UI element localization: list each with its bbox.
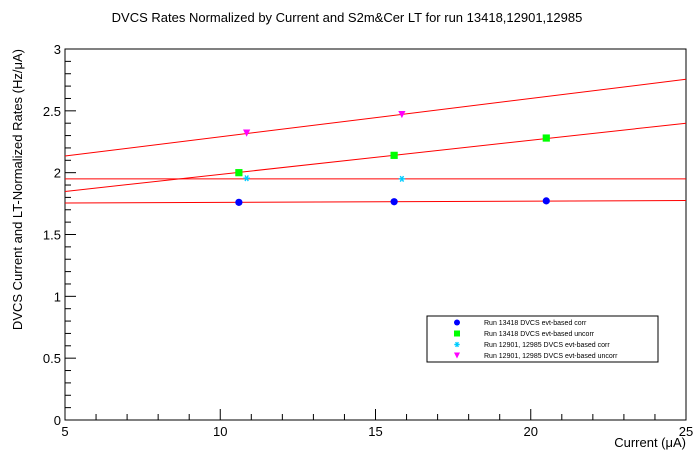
legend-label: Run 13418 DVCS evt-based corr <box>484 320 587 327</box>
axis-ticks <box>64 48 687 421</box>
y-axis-label: DVCS Current and LT-Normalized Rates (Hz… <box>10 49 25 330</box>
y-tick-label: 1.5 <box>43 228 61 243</box>
y-tick-label: 3 <box>54 42 61 57</box>
data-point <box>390 151 398 159</box>
data-point <box>542 197 550 205</box>
fit-lines <box>64 78 687 204</box>
data-point <box>243 129 251 137</box>
plot-frame <box>64 48 687 421</box>
fit-line <box>64 199 687 204</box>
data-point <box>454 341 460 348</box>
data-point <box>542 134 550 142</box>
star-stroke <box>455 341 459 348</box>
y-tick-label: 2.5 <box>43 104 61 119</box>
legend-label: Run 12901, 12985 DVCS evt-based corr <box>484 342 610 349</box>
y-tick-label: 1 <box>54 289 61 304</box>
data-point <box>235 169 243 177</box>
tick-labels: 5 10 15 20 25 0 0.5 1 1.5 2 2.5 3 <box>43 42 693 439</box>
legend: Run 13418 DVCS evt-based corr Run 13418 D… <box>426 315 659 363</box>
x-axis-label: Current (μA) <box>614 435 686 450</box>
data-point <box>243 175 250 182</box>
y-tick-label: 0.5 <box>43 351 61 366</box>
x-tick-label: 15 <box>368 424 382 439</box>
star-stroke <box>399 175 405 183</box>
x-tick-label: 20 <box>524 424 538 439</box>
data-point <box>398 175 406 183</box>
data-point <box>454 319 460 326</box>
y-tick-label: 2 <box>54 166 61 181</box>
legend-box <box>426 315 659 363</box>
fit-line <box>64 78 687 157</box>
x-tick-label: 10 <box>213 424 227 439</box>
star-stroke <box>244 175 249 182</box>
legend-label: Run 13418 DVCS evt-based uncorr <box>484 331 595 338</box>
legend-label: Run 12901, 12985 DVCS evt-based uncorr <box>484 353 618 360</box>
data-points <box>235 110 550 206</box>
y-tick-label: 0 <box>54 413 61 428</box>
data-point <box>454 352 460 359</box>
data-point <box>454 330 460 337</box>
data-point <box>398 110 406 119</box>
x-tick-label: 25 <box>679 424 693 439</box>
x-tick-label: 5 <box>61 424 68 439</box>
data-point <box>390 198 398 206</box>
data-point <box>235 198 243 206</box>
chart-title: DVCS Rates Normalized by Current and S2m… <box>112 10 583 25</box>
fit-line <box>64 122 687 192</box>
